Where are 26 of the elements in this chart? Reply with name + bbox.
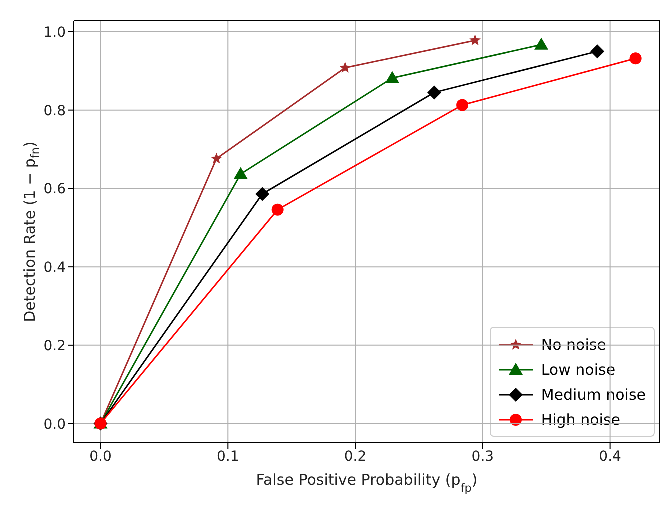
point [256, 187, 270, 202]
point [470, 34, 481, 46]
legend-label: Low noise [541, 360, 616, 378]
point [272, 204, 284, 216]
legend-label: Medium noise [541, 386, 646, 404]
point [590, 44, 605, 59]
point [428, 86, 442, 100]
y-tick-label: 0.8 [44, 103, 66, 120]
x-tick-label: 0.4 [599, 448, 622, 465]
point [340, 62, 352, 73]
point [385, 71, 400, 84]
y-tick-label: 0.4 [44, 260, 66, 276]
point [630, 52, 642, 65]
y-tick-label: 1.0 [44, 24, 66, 41]
point [534, 38, 549, 50]
point [234, 167, 248, 180]
x-tick-label: 0.0 [90, 448, 112, 465]
x-tick-label: 0.2 [344, 448, 367, 465]
x-tick-label: 0.3 [472, 448, 494, 465]
point [210, 152, 222, 164]
x-axis-title: False Positive Probability (p$_{fp}$) [256, 471, 478, 494]
y-tick-label: 0.6 [44, 182, 66, 198]
y-tick-label: 0.2 [44, 338, 66, 354]
y-tick-label: 0.0 [44, 416, 66, 433]
x-tick-label: 0.1 [217, 448, 240, 465]
point [456, 99, 469, 112]
